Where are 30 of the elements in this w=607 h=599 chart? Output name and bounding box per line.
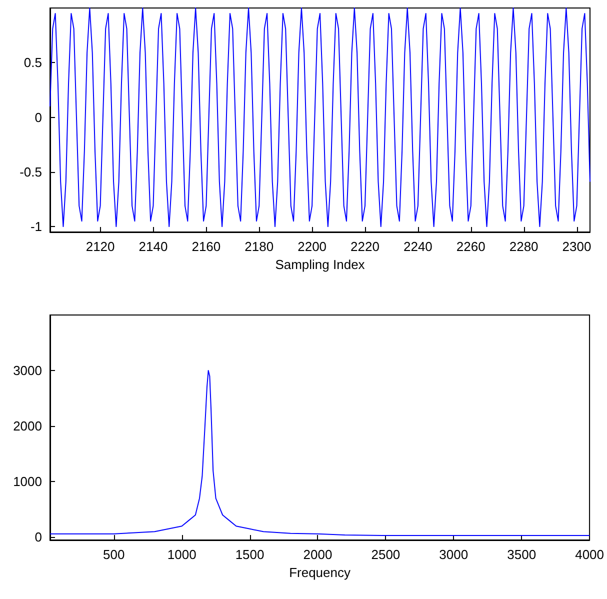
x-tick-label: 2140	[138, 239, 168, 254]
x-tick-label: 1000	[167, 547, 196, 562]
y-tick-label: 1000	[13, 474, 42, 490]
x-tick-label: 2120	[86, 239, 115, 254]
line-series	[50, 8, 590, 228]
y-tick-label: -1	[30, 219, 42, 234]
x-tick-label: 3500	[507, 547, 536, 562]
x-tick-label: 2300	[562, 239, 592, 254]
x-tick-label: 3000	[439, 547, 468, 562]
y-tick-label: -0.5	[20, 164, 42, 180]
x-tick-label: 2000	[303, 547, 332, 562]
x-axis-title: Frequency	[289, 565, 351, 580]
x-tick-label: 4000	[575, 547, 604, 562]
x-tick-label: 2200	[298, 239, 327, 254]
x-tick-label: 2180	[244, 239, 274, 254]
x-tick-label: 2500	[371, 547, 400, 562]
x-tick-label: 2260	[456, 239, 486, 254]
y-tick-label: 0.5	[24, 55, 42, 70]
y-tick-label: 0	[34, 110, 42, 125]
y-tick-label: 0	[34, 530, 42, 545]
x-tick-label: 2240	[403, 239, 432, 254]
x-tick-label: 500	[103, 547, 125, 562]
x-tick-label: 2220	[350, 239, 380, 254]
x-tick-label: 2280	[509, 239, 538, 254]
x-tick-label: 2160	[192, 239, 221, 254]
line-series	[50, 370, 590, 536]
x-axis-title: Sampling Index	[275, 257, 366, 272]
y-tick-label: 3000	[13, 363, 42, 378]
x-tick-label: 1500	[235, 547, 264, 562]
y-tick-label: 2000	[13, 418, 42, 434]
